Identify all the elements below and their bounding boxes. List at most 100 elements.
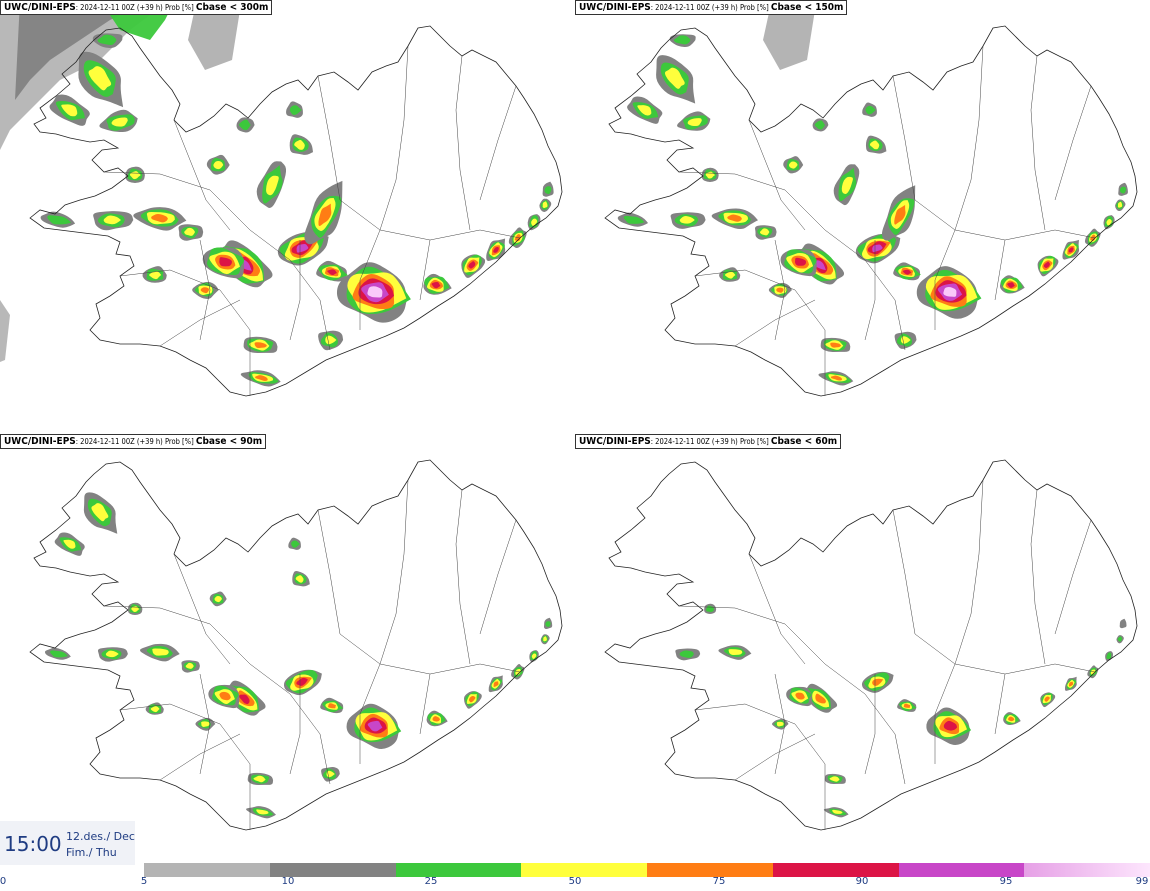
probability-contour [294,139,305,150]
probability-contour [255,375,268,381]
probability-contour [327,269,337,276]
probability-contour [832,809,843,814]
probability-contour [291,540,300,548]
probability-contour [544,186,552,195]
probability-contour [493,681,499,687]
valid-time: 15:00 [4,832,62,856]
colorbar-tick-label: 75 [712,876,726,887]
region-boundary [289,240,301,341]
probability-contour [637,105,652,116]
region-boundary [159,299,241,347]
probability-contour [200,287,210,294]
region-boundary [159,733,241,781]
probability-contour [894,205,906,225]
coastline [29,459,563,831]
probability-contour [545,621,551,628]
probability-contour [543,636,547,642]
region-boundary [774,239,786,341]
region-boundary [774,673,786,775]
region-boundary [892,509,916,635]
probability-contour [253,775,266,783]
probability-contour [185,662,194,669]
probability-contour [468,261,476,269]
probability-contour [88,66,112,91]
probability-contour [131,606,140,613]
probability-contour [97,34,117,46]
region-boundary [954,45,984,231]
region-boundary [694,703,826,830]
probability-contour [1119,186,1127,194]
probability-contour [468,695,476,703]
probability-contour [219,257,232,267]
probability-contour [1043,261,1050,269]
probability-contour [201,721,210,727]
probability-contour [111,117,128,127]
probability-contour [728,649,743,656]
probability-contour [151,213,168,223]
region-boundary [419,239,431,301]
colorbar-tick-label: 99 [1135,876,1149,887]
map-panel-cbase-150: UWC/DINI-EPS: 2024-12-11 00Z (+39 h) Pro… [575,0,1150,430]
region-boundary [419,673,431,735]
probability-contour [943,720,958,731]
probability-contour [1068,681,1074,687]
region-boundary [249,229,331,351]
probability-contour [61,104,78,117]
region-boundary [1054,85,1092,201]
coastline [604,25,1138,397]
probability-contour [531,653,537,659]
valid-date: 12.des./ Dec [66,830,135,843]
colorbar-segment [395,863,522,877]
probability-contour [531,218,538,226]
region-boundary [914,633,1096,675]
colorbar-segment [144,863,270,877]
probability-contour [679,216,695,224]
region-boundary [289,674,301,775]
region-boundary [359,663,381,764]
region-boundary [317,75,341,201]
probability-contour [295,575,304,583]
colorbar-tick-label: 0 [0,876,7,887]
region-boundary [173,553,231,665]
probability-contour [542,201,548,209]
probability-colorbar [144,863,1150,877]
probability-contour [328,703,336,709]
region-boundary [864,240,876,341]
probability-contour [1119,618,1127,629]
probability-contour [795,692,805,700]
probability-contour [815,693,826,704]
probability-contour [367,286,383,298]
iceland-outline-map [0,0,563,397]
region-boundary [103,605,251,665]
region-boundary [379,45,409,231]
probability-contour [724,271,736,279]
colorbar-tick-label: 10 [281,876,295,887]
region-boundary [748,553,806,665]
probability-contour [679,650,694,658]
probability-contour [213,161,224,170]
probability-contour [325,335,337,345]
probability-contour [1117,201,1123,208]
probability-contour [254,342,267,349]
probability-contour [103,215,121,225]
probability-contour [1008,716,1015,722]
colorbar-segment [898,863,1025,877]
probability-contour [776,721,784,727]
probability-contour [493,246,499,253]
probability-contour [943,286,957,297]
probability-contour [687,118,702,126]
panel-title: UWC/DINI-EPS: 2024-12-11 00Z (+39 h) Pro… [0,434,267,449]
map-panel-cbase-300: UWC/DINI-EPS: 2024-12-11 00Z (+39 h) Pro… [0,0,575,430]
region-boundary [479,85,517,201]
probability-contour [788,161,798,169]
probability-contour [865,105,876,115]
probability-contour [184,227,195,236]
colorbar-segment [647,863,773,877]
probability-contour [869,140,880,150]
probability-contour [296,243,309,253]
region-boundary [455,55,471,231]
region-boundary [199,239,211,341]
region-boundary [455,489,471,665]
iceland-outline-map [604,459,1138,831]
probability-contour [759,228,770,236]
